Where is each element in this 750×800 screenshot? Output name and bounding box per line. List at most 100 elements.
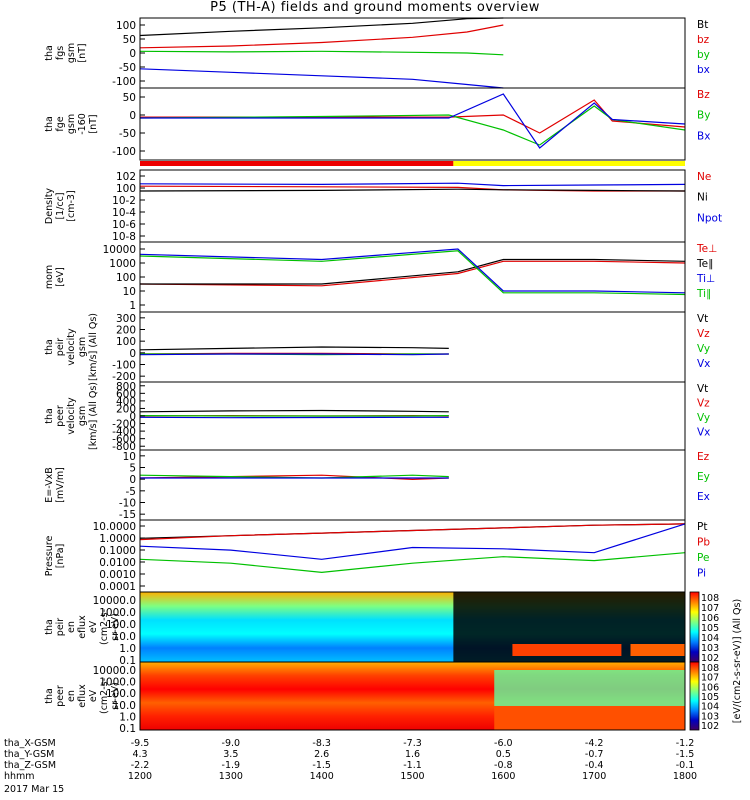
y-axis-label: thapeerenefluxeV(cm2-s-sr-eV) [44,678,121,714]
y-axis-label: thapeervelocitygsm[km/s] (All Qs) [44,382,99,450]
y-tick-label: 100.0 [106,619,136,631]
series-line-vt [139,409,449,413]
legend-ne: Ne [697,171,711,183]
y-tick-label: 10.0000 [93,521,136,533]
y-tick-label: 1.0000 [99,533,136,545]
y-tick-label: 50 [123,34,136,46]
series-line-pe [139,552,686,574]
legend-vy: Vy [697,412,710,424]
y-tick-label: -5 [126,486,136,498]
series-line-ni [139,188,686,192]
legend-bx: bx [697,64,710,76]
series-line-vt [139,346,449,351]
y-tick-label: -100 [112,146,136,158]
y-tick-label: 10-4 [112,207,136,219]
y-tick-label: 0 [129,48,136,60]
footer-value: 1300 [219,771,243,782]
footer-value: 1500 [400,771,424,782]
footer-value: 1600 [491,771,515,782]
footer-value: 4.3 [132,749,147,760]
legend-vz: Vz [697,328,710,340]
footer-value: -1.1 [403,760,422,771]
heatmap-band [512,644,622,656]
y-axis-label: thapeirvelocitygsm[km/s] (All Qs) [44,313,99,381]
y-tick-label: -50 [119,62,136,74]
series-line-pi [139,523,686,560]
y-tick-label: 0.1 [119,723,136,735]
series-line-bx [140,93,686,149]
y-tick-label: 5 [129,463,136,475]
colorbar-tick-label: 108 [701,593,719,604]
heatmap-band [630,644,685,656]
panel-2: Bz By Bx 50 0 -50 -100 thafgegsm-160[nT] [44,87,710,161]
legend-ey: Ey [697,471,710,483]
legend-ex: Ex [697,491,710,503]
y-tick-label: 50 [123,92,136,104]
y-tick-label: 0 [129,474,136,486]
y-axis-label: thafgsgsm[nT] [44,43,88,63]
footer-value: 0.5 [496,749,511,760]
footer-value: -0.8 [494,760,513,771]
panel-8: Pt Pb Pe Pi 10.00001.00000.10000.01000.00100… [44,519,710,593]
series-line-vx [139,353,449,356]
colorbar-tick-label: 102 [701,721,719,732]
y-tick-label: -100 [112,360,136,372]
y-tick-label: -200 [112,419,136,431]
series-line-ti [139,248,686,294]
legend-vx: Vx [697,358,710,370]
footer-value: -8.3 [312,738,331,749]
legend-vy: Vy [697,343,710,355]
series-line-te [140,258,686,285]
footer-value: 1800 [673,771,697,782]
legend-vt: Vt [697,383,708,395]
series-line-ti [139,250,686,296]
y-tick-label: 800 [116,381,136,393]
y-tick-label: 102 [116,171,136,183]
colorbar-tick-label: 105 [701,692,719,703]
legend-vt: Vt [697,313,708,325]
legend-vz: Vz [697,398,710,410]
y-tick-label: 1.0 [119,711,136,723]
y-tick-label: 0.0100 [99,557,136,569]
footer-value: -1.5 [676,749,695,760]
y-tick-label: 0.1000 [99,545,136,557]
y-tick-label: -50 [119,128,136,140]
footer-value: -0.1 [676,760,695,771]
mode-bar-fast [140,161,454,166]
y-tick-label: -800 [112,441,136,453]
footer-value: 3.5 [223,749,238,760]
series-line-bx [139,68,504,89]
legend-ti: Ti⊥ [696,273,715,285]
y-axis-label: mom[eV] [44,265,66,289]
heatmap-region [494,670,685,706]
page-title: P5 (TH-A) fields and ground moments over… [210,0,540,15]
heatmap-region [494,706,685,730]
y-tick-label: -15 [119,509,136,521]
y-tick-label: 10 [123,451,136,463]
y-tick-label: 0 [129,411,136,423]
footer-value: 1200 [128,771,152,782]
colorbar-tick-label: 103 [701,643,719,654]
y-tick-label: 10000 [103,244,136,256]
legend-by: by [697,49,710,61]
colorbar: 1081071061051041031021081071061051041031… [689,591,743,732]
legend-bt: Bt [697,19,708,31]
panel-frame [139,311,686,383]
y-axis-label: Pressure[nPa] [44,536,66,577]
colorbar-scale [689,591,700,663]
y-tick-label: -400 [112,426,136,438]
y-tick-label: -200 [112,371,136,383]
y-tick-label: 10-8 [112,231,136,243]
legend-bz: bz [697,34,710,46]
panel-4: Te⊥ Te∥ Ti⊥ Ti∥ 10000 1000 100 10 1 mom[eV] [44,241,717,313]
series-line-ez [139,474,449,481]
colorbar-tick-label: 102 [701,653,719,664]
colorbar-label: [eV/(cm2-s-sr-eV)] (All Qs) [732,599,743,723]
y-tick-label: 600 [116,388,136,400]
y-axis-label: thafgegsm-160[nT] [44,113,99,135]
colorbar-tick-label: 107 [701,603,719,614]
footer-value: -0.7 [585,749,604,760]
